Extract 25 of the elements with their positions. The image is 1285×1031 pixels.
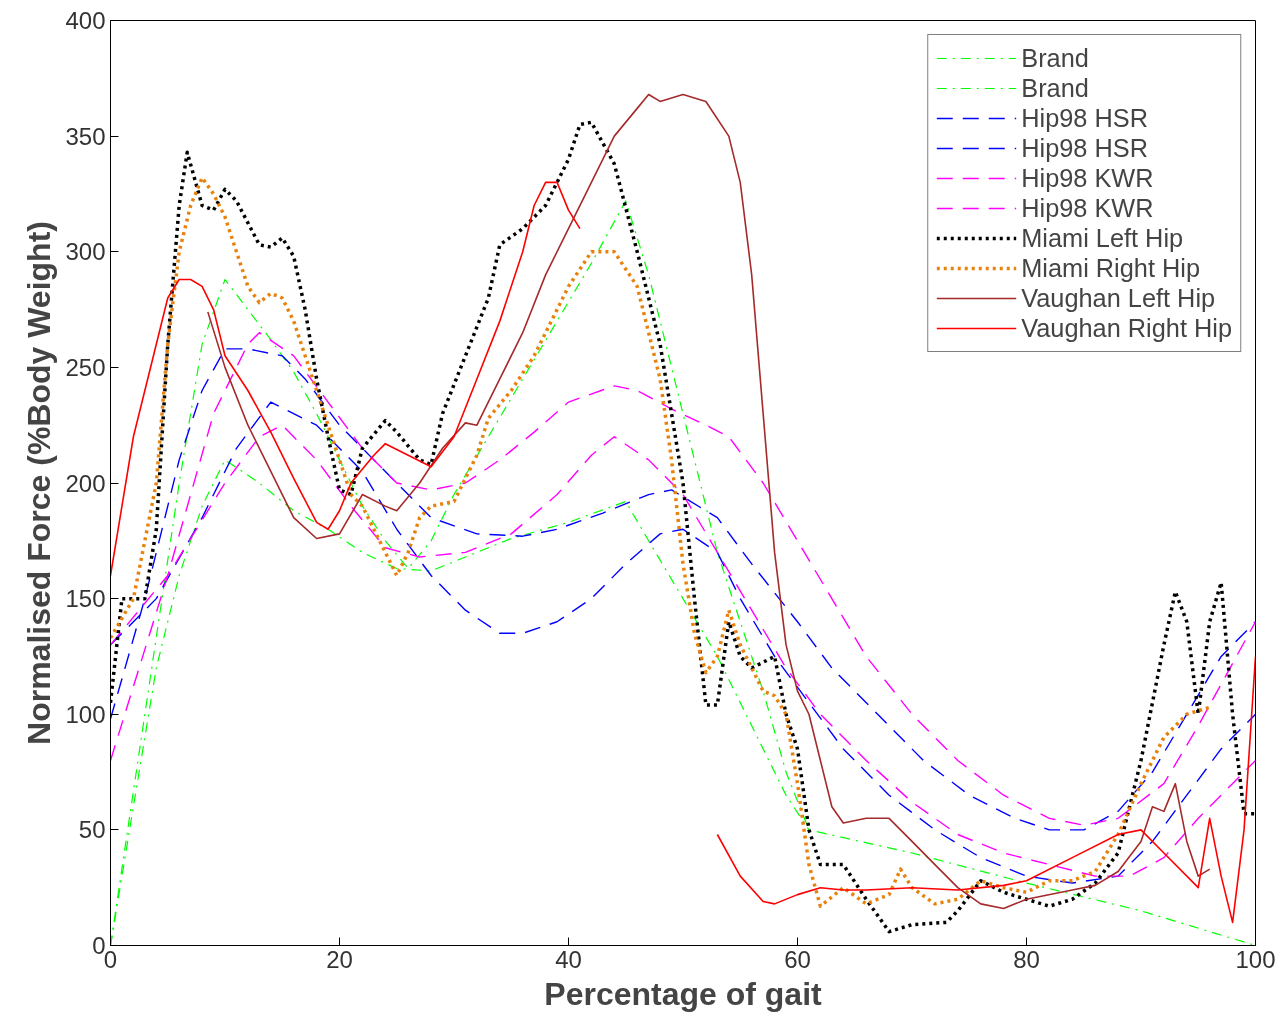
- y-tick-label: 200: [65, 469, 106, 497]
- legend-label: Brand: [1021, 43, 1089, 73]
- legend-label: Brand: [1021, 73, 1089, 103]
- x-tick-label: 60: [784, 945, 811, 973]
- y-tick-label: 250: [65, 353, 106, 381]
- y-axis-title: Normalised Force (%Body Weight): [21, 221, 58, 745]
- x-tick-label: 20: [326, 945, 353, 973]
- legend-label: Hip98 KWR: [1021, 163, 1154, 193]
- x-tick-label: 100: [1235, 945, 1276, 973]
- y-tick-label: 150: [65, 585, 106, 613]
- legend-label: Hip98 KWR: [1021, 193, 1154, 223]
- legend-label: Vaughan Right Hip: [1021, 313, 1232, 343]
- x-tick-label: 80: [1013, 945, 1040, 973]
- legend-label: Hip98 HSR: [1021, 103, 1148, 133]
- y-tick-label: 100: [65, 700, 106, 728]
- legend-label: Vaughan Left Hip: [1021, 283, 1216, 313]
- y-tick-label: 300: [65, 238, 106, 266]
- y-tick-label: 350: [65, 122, 106, 150]
- legend-label: Miami Right Hip: [1021, 253, 1200, 283]
- legend-label: Hip98 HSR: [1021, 133, 1148, 163]
- legend-label: Miami Left Hip: [1021, 223, 1184, 253]
- y-tick-label: 400: [65, 7, 106, 34]
- y-tick-label: 50: [78, 816, 106, 844]
- x-axis-title: Percentage of gait: [544, 975, 823, 1012]
- x-tick-label: 40: [555, 945, 582, 973]
